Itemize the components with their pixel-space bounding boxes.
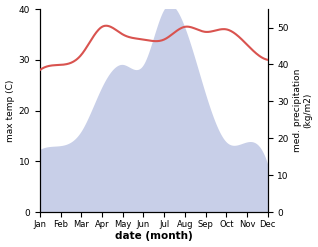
Y-axis label: med. precipitation
(kg/m2): med. precipitation (kg/m2): [293, 69, 313, 152]
Y-axis label: max temp (C): max temp (C): [5, 79, 15, 142]
X-axis label: date (month): date (month): [115, 231, 193, 242]
